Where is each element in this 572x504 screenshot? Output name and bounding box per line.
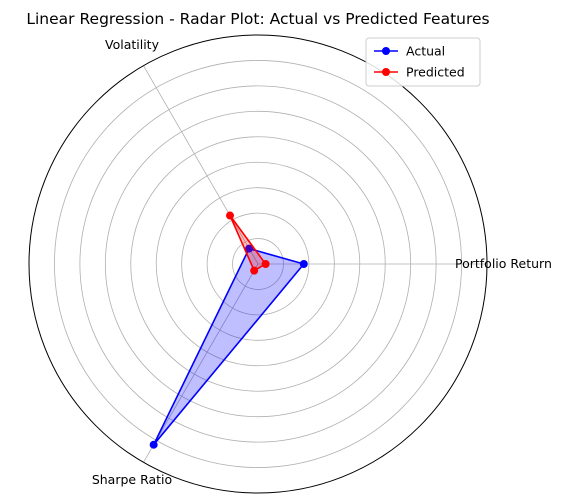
data-point [299, 260, 308, 268]
legend-label: Actual [406, 44, 445, 59]
series-area [152, 247, 305, 446]
legend-box [365, 37, 481, 87]
axis-label: Portfolio Return [455, 256, 552, 271]
data-point [261, 260, 270, 268]
legend: Actual Predicted [365, 37, 481, 87]
grid-spoke [143, 65, 259, 265]
data-point [245, 244, 254, 253]
radar-series [149, 211, 308, 449]
series-predicted [226, 211, 270, 275]
legend-label: Predicted [406, 65, 465, 80]
legend-marker [382, 68, 390, 76]
axis-labels: Portfolio Return Volatility Sharpe Ratio [92, 37, 552, 487]
axis-label: Volatility [105, 37, 160, 52]
grid-spoke [143, 263, 259, 463]
chart-title: Linear Regression - Radar Plot: Actual v… [26, 10, 489, 28]
series-area [229, 214, 267, 272]
series-actual [149, 244, 308, 449]
legend-entry: Actual [374, 44, 445, 59]
radar-grid [54, 60, 487, 468]
data-point [149, 440, 158, 449]
data-point [250, 266, 259, 275]
legend-marker [382, 47, 390, 55]
axis-label: Sharpe Ratio [92, 472, 172, 487]
radar-outer-frame [28, 34, 488, 494]
legend-entry: Predicted [374, 65, 465, 80]
data-point [226, 211, 235, 220]
